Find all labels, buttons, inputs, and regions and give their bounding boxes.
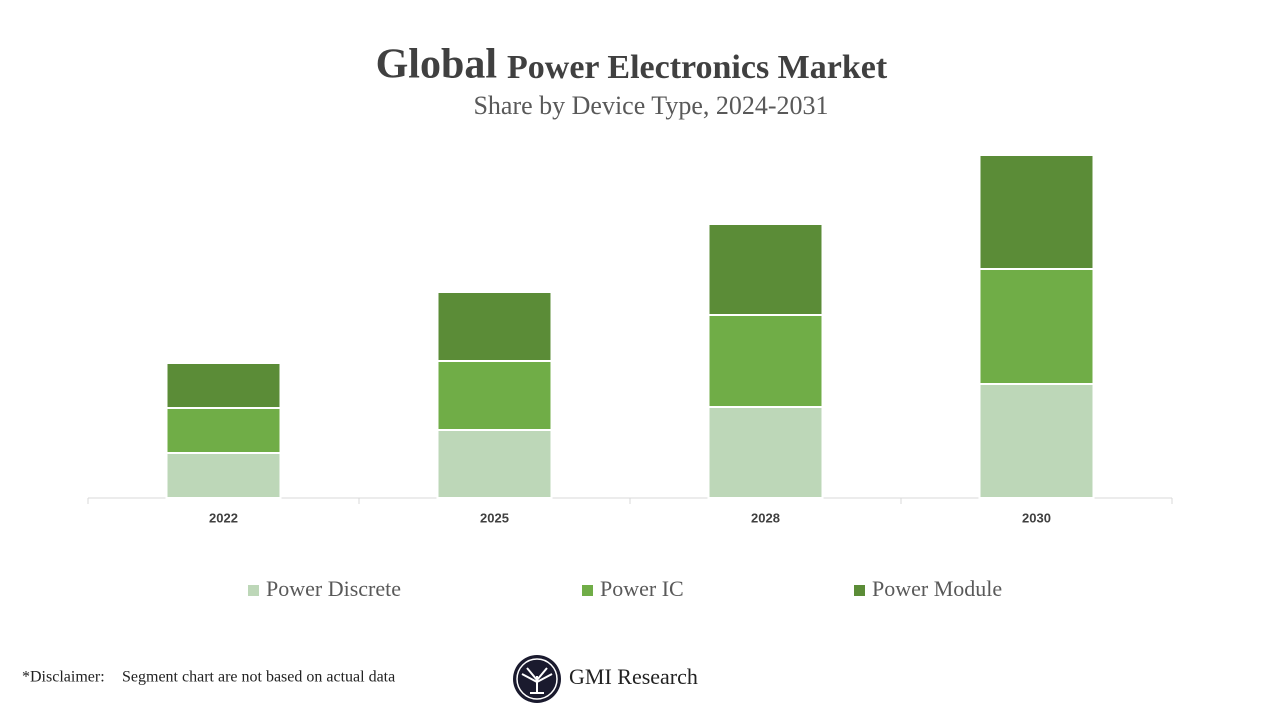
legend-swatch <box>248 585 259 596</box>
legend-swatch <box>582 585 593 596</box>
bar-segment <box>165 452 282 499</box>
bar-segment <box>707 223 824 316</box>
bar-segment <box>707 314 824 408</box>
legend-swatch <box>854 585 865 596</box>
bar-segment <box>165 407 282 454</box>
disclaimer-label: *Disclaimer: <box>22 669 105 686</box>
legend-label: Power Discrete <box>266 576 401 601</box>
brand-logo <box>513 655 561 703</box>
x-tick-label: 2025 <box>480 510 509 525</box>
disclaimer-text: Segment chart are not based on actual da… <box>122 669 395 686</box>
x-tick-label: 2022 <box>209 510 238 525</box>
x-tick-label: 2028 <box>751 510 780 525</box>
bar-segment <box>978 154 1095 270</box>
legend-label: Power Module <box>872 576 1002 601</box>
bar-segment <box>707 406 824 499</box>
bar-segment <box>978 383 1095 499</box>
subtitle: Share by Device Type, 2024-2031 <box>473 91 828 120</box>
title-rest: Power Electronics Market <box>507 49 888 86</box>
bar-segment <box>436 429 553 499</box>
bar-segment <box>436 360 553 431</box>
title-lead: Global <box>376 42 497 88</box>
bar-segment <box>165 362 282 409</box>
legend-label: Power IC <box>600 576 684 601</box>
brand-name: GMI Research <box>569 664 698 689</box>
bar-segment <box>978 268 1095 385</box>
x-tick-label: 2030 <box>1022 510 1051 525</box>
bar-segment <box>436 291 553 362</box>
